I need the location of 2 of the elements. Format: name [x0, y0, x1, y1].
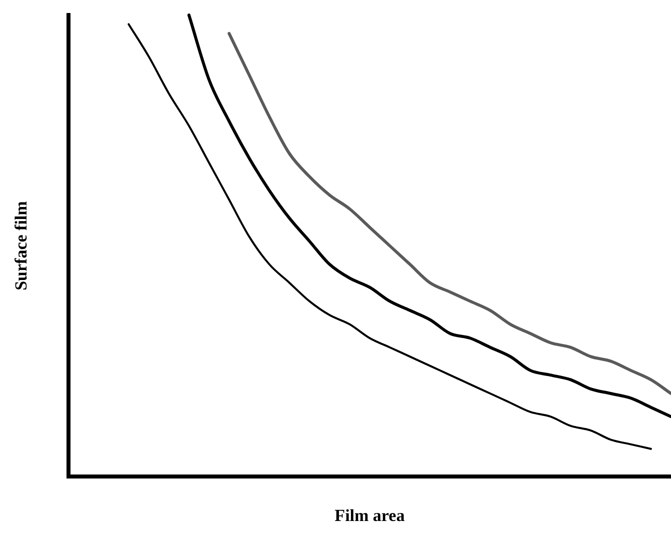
y-axis-title: Surface film — [12, 201, 31, 290]
x-axis-title: Film area — [334, 506, 406, 526]
